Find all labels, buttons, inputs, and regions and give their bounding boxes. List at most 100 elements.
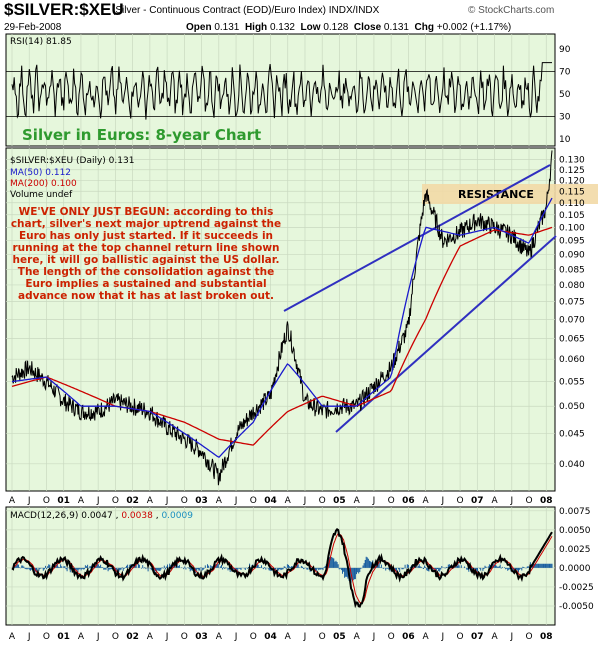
- x-tick-label: A: [423, 632, 430, 642]
- x-tick-label: A: [491, 632, 498, 642]
- x-tick-label: A: [147, 632, 154, 642]
- volume-legend: Volume undef: [10, 190, 73, 200]
- x-tick-label: A: [9, 496, 16, 506]
- macd-tick-label: 0.0075: [559, 507, 591, 517]
- x-tick-label: J: [372, 496, 376, 506]
- price-tick-label: 0.045: [559, 429, 585, 439]
- x-tick-label: 07: [471, 632, 484, 642]
- rsi-line: [11, 62, 552, 120]
- rsi-panel: 90 70 50 30 10 RSI(14) 81.85: [5, 33, 571, 147]
- x-tick-label: O: [525, 632, 532, 642]
- rsi-tick-label: 70: [559, 68, 571, 78]
- x-axis-top: A J O 01 A J O 02 A J O 03 A J O 04 A J O 05 A J O 06 A J O 07 A J O 08: [9, 496, 553, 506]
- x-tick-label: J: [27, 496, 31, 506]
- x-tick-label: A: [285, 632, 292, 642]
- x-tick-label: J: [303, 496, 307, 506]
- x-tick-label: 06: [402, 632, 415, 642]
- x-tick-label: A: [423, 496, 430, 506]
- x-tick-label: O: [181, 496, 188, 506]
- macd-tick-label: -0.0050: [559, 602, 594, 612]
- ma200-line: [11, 226, 553, 446]
- commentary-text: WE'VE ONLY JUST BEGUN: according to this…: [11, 206, 281, 302]
- x-tick-label: O: [457, 496, 464, 506]
- x-tick-label: J: [27, 632, 31, 642]
- price-tick-label: 0.095: [559, 237, 585, 247]
- x-tick-label: 04: [264, 496, 277, 506]
- macd-panel: 0.0075 0.0050 0.0025 0.0000 -0.0025 -0.0050 M…: [5, 506, 594, 626]
- x-tick-label: J: [509, 496, 513, 506]
- open-label: Open: [186, 22, 212, 33]
- x-tick-label: 02: [126, 496, 139, 506]
- price-series: [11, 150, 553, 486]
- price-tick-label: 0.100: [559, 223, 585, 233]
- x-tick-label: A: [354, 632, 361, 642]
- price-tick-label: 0.130: [559, 156, 585, 166]
- resistance-band: [422, 184, 598, 204]
- low-label: Low: [300, 22, 321, 33]
- series-legend: $SILVER:$XEU (Daily) 0.131: [10, 156, 134, 166]
- commentary-line: Euro implies a sustained and substantial: [25, 278, 266, 290]
- x-tick-label: J: [234, 496, 238, 506]
- commentary-line: WE'VE ONLY JUST BEGUN: according to this: [19, 206, 274, 218]
- commentary-line: chart, silver's next major uptrend again…: [11, 218, 281, 230]
- x-tick-label: O: [319, 632, 326, 642]
- x-tick-label: O: [250, 632, 257, 642]
- macd-hist-value: 0.0009: [161, 511, 193, 521]
- macd-tick-label: 0.0000: [559, 564, 591, 574]
- x-tick-label: 08: [540, 496, 553, 506]
- price-tick-label: 0.065: [559, 335, 585, 345]
- price-panel: RESISTANCE 0.0400.0450.0500.0550.0600.06…: [5, 126, 598, 492]
- chart-ticker-title: $SILVER:$XEU: [4, 0, 124, 19]
- x-tick-label: A: [491, 496, 498, 506]
- x-tick-label: 07: [471, 496, 484, 506]
- x-tick-label: O: [388, 496, 395, 506]
- price-tick-label: 0.105: [559, 211, 585, 221]
- x-tick-label: 05: [333, 496, 346, 506]
- x-tick-label: J: [303, 632, 307, 642]
- low-value: 0.128: [323, 22, 349, 33]
- x-tick-label: A: [78, 632, 85, 642]
- price-tick-label: 0.070: [559, 315, 585, 325]
- x-tick-label: O: [112, 496, 119, 506]
- x-tick-label: J: [96, 496, 100, 506]
- x-tick-label: A: [9, 632, 16, 642]
- macd-signal-value: 0.0038: [121, 511, 153, 521]
- close-value: 0.131: [383, 22, 409, 33]
- ma200-legend: MA(200) 0.100: [10, 179, 77, 189]
- ma50-legend: MA(50) 0.112: [10, 168, 71, 178]
- x-tick-label: A: [285, 496, 292, 506]
- x-tick-label: O: [43, 496, 50, 506]
- x-tick-label: J: [441, 496, 445, 506]
- macd-tick-label: -0.0025: [559, 583, 594, 593]
- x-tick-label: O: [388, 632, 395, 642]
- x-tick-label: 04: [264, 632, 277, 642]
- x-tick-label: A: [216, 632, 223, 642]
- x-tick-label: J: [165, 496, 169, 506]
- price-tick-label: 0.125: [559, 166, 585, 176]
- rsi-tick-label: 50: [559, 90, 571, 100]
- ohlc-line: Open 0.131 High 0.132 Low 0.128 Close 0.…: [186, 22, 511, 33]
- high-label: High: [244, 22, 268, 33]
- commentary-line: Euro has only just started. If it succee…: [19, 230, 273, 242]
- x-tick-label: J: [234, 632, 238, 642]
- macd-value: 0.0047: [81, 511, 113, 521]
- x-tick-label: O: [43, 632, 50, 642]
- x-tick-label: A: [78, 496, 85, 506]
- macd-tick-label: 0.0050: [559, 526, 591, 536]
- chart-headline: Silver in Euros: 8-year Chart: [22, 126, 261, 144]
- x-tick-label: J: [372, 632, 376, 642]
- macd-legend: MACD(12,26,9) 0.0047 , 0.0038 , 0.0009: [10, 511, 193, 521]
- macd-label: MACD(12,26,9): [10, 511, 78, 521]
- rsi-tick-label: 30: [559, 112, 571, 122]
- macd-line: [11, 527, 553, 609]
- price-tick-label: 0.060: [559, 355, 585, 365]
- price-tick-label: 0.055: [559, 378, 585, 388]
- x-tick-label: 03: [195, 496, 208, 506]
- x-tick-label: O: [525, 496, 532, 506]
- x-tick-label: 05: [333, 632, 346, 642]
- x-tick-label: J: [165, 632, 169, 642]
- x-tick-label: 08: [540, 632, 553, 642]
- price-tick-label: 0.120: [559, 176, 585, 186]
- rsi-tick-label: 90: [559, 45, 571, 55]
